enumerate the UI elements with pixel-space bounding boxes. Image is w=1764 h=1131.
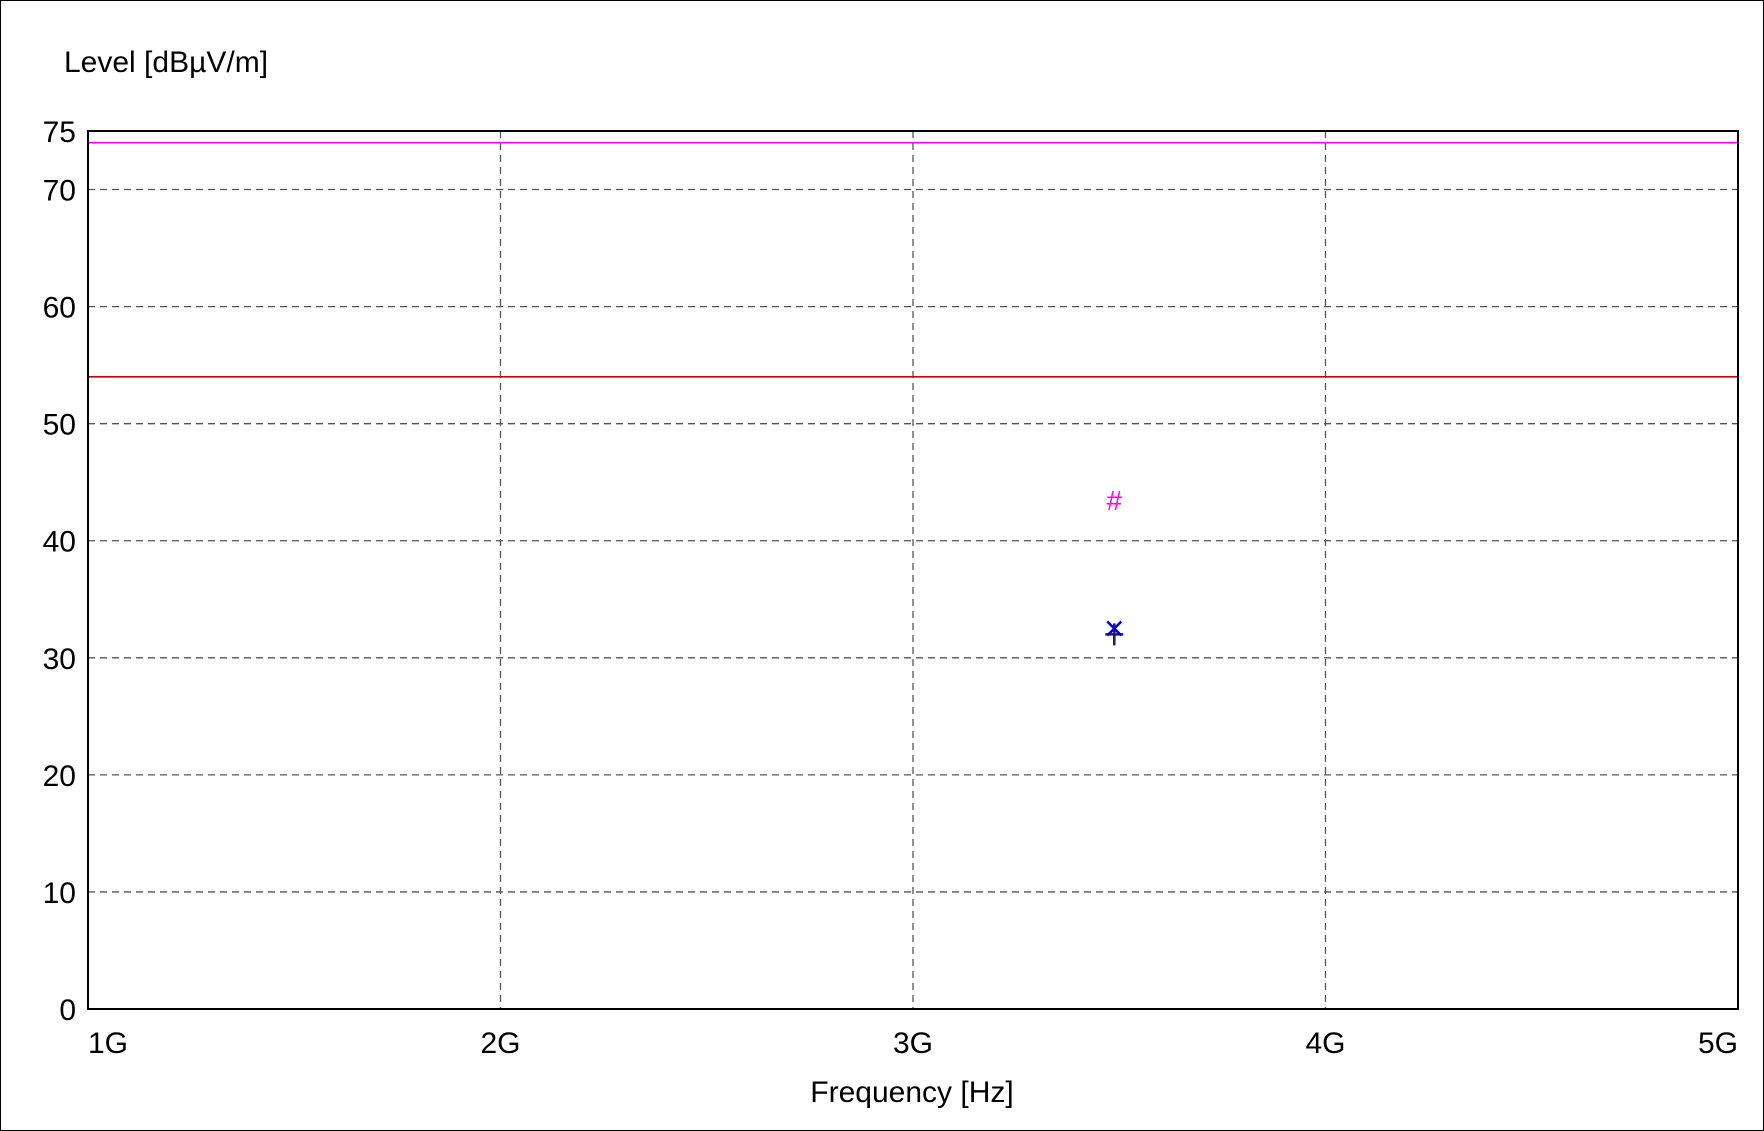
y-tick-label: 10 bbox=[43, 877, 76, 910]
y-tick-label: 75 bbox=[43, 116, 76, 149]
hash-marker: # bbox=[1107, 485, 1123, 516]
y-tick-label: 20 bbox=[43, 760, 76, 793]
y-tick-label: 0 bbox=[59, 994, 76, 1027]
x-tick-label: 5G bbox=[1698, 1027, 1738, 1060]
x-axis-title: Frequency [Hz] bbox=[810, 1076, 1013, 1109]
x-tick-label: 1G bbox=[88, 1027, 128, 1060]
y-tick-label: 30 bbox=[43, 643, 76, 676]
limit-lines bbox=[88, 141, 1738, 378]
x-tick-label: 4G bbox=[1305, 1027, 1345, 1060]
y-tick-labels: 0 10 20 30 40 50 60 70 75 bbox=[43, 116, 76, 1027]
data-markers: # bbox=[1105, 485, 1124, 646]
x-tick-label: 3G bbox=[893, 1027, 933, 1060]
y-axis-title: Level [dBµV/m] bbox=[64, 46, 268, 79]
x-tick-label: 2G bbox=[480, 1027, 520, 1060]
y-tick-label: 40 bbox=[43, 526, 76, 559]
y-tick-label: 70 bbox=[43, 175, 76, 208]
plot-area bbox=[87, 130, 1739, 1010]
cross-marker bbox=[1106, 620, 1123, 637]
y-tick-label: 50 bbox=[43, 409, 76, 442]
x-tick-labels: 1G 2G 3G 4G 5G bbox=[88, 1027, 1738, 1060]
y-tick-label: 60 bbox=[43, 292, 76, 325]
